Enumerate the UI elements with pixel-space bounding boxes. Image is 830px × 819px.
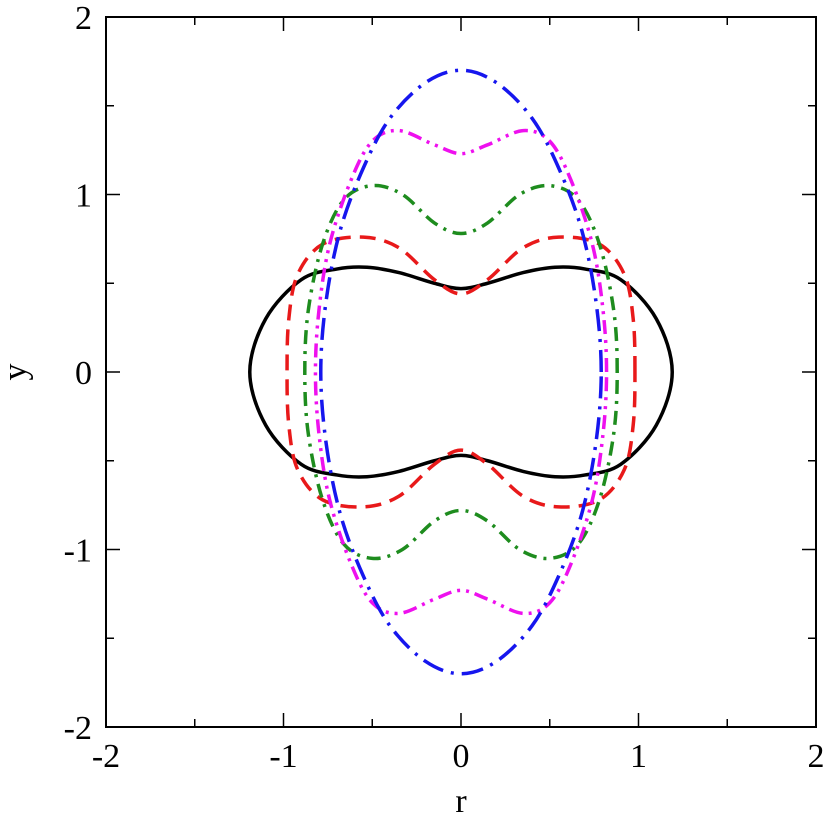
y-tick-label: 0 — [75, 355, 92, 392]
y-tick-label: 2 — [75, 0, 92, 37]
x-tick-label: -1 — [269, 738, 297, 775]
y-tick-label: 1 — [75, 178, 92, 215]
x-tick-label: 0 — [453, 738, 470, 775]
x-axis-label: r — [455, 783, 467, 819]
x-tick-label: -2 — [92, 738, 120, 775]
series-layer — [248, 68, 674, 676]
series-line-3 — [303, 183, 619, 561]
series-line-2 — [285, 235, 637, 509]
series-line-5 — [319, 68, 603, 676]
series-line-1 — [248, 265, 674, 479]
series-line-4 — [313, 128, 609, 616]
tick-labels-layer: -2 -1 0 1 2 -2 -1 0 1 2 — [64, 0, 825, 775]
x-tick-label: 1 — [630, 738, 647, 775]
plot-frame — [105, 16, 817, 728]
y-tick-label: -1 — [64, 533, 92, 570]
ticks-layer — [105, 16, 817, 728]
y-tick-label: -2 — [64, 710, 92, 747]
x-tick-label: 2 — [808, 738, 825, 775]
y-axis-label: y — [0, 364, 34, 381]
